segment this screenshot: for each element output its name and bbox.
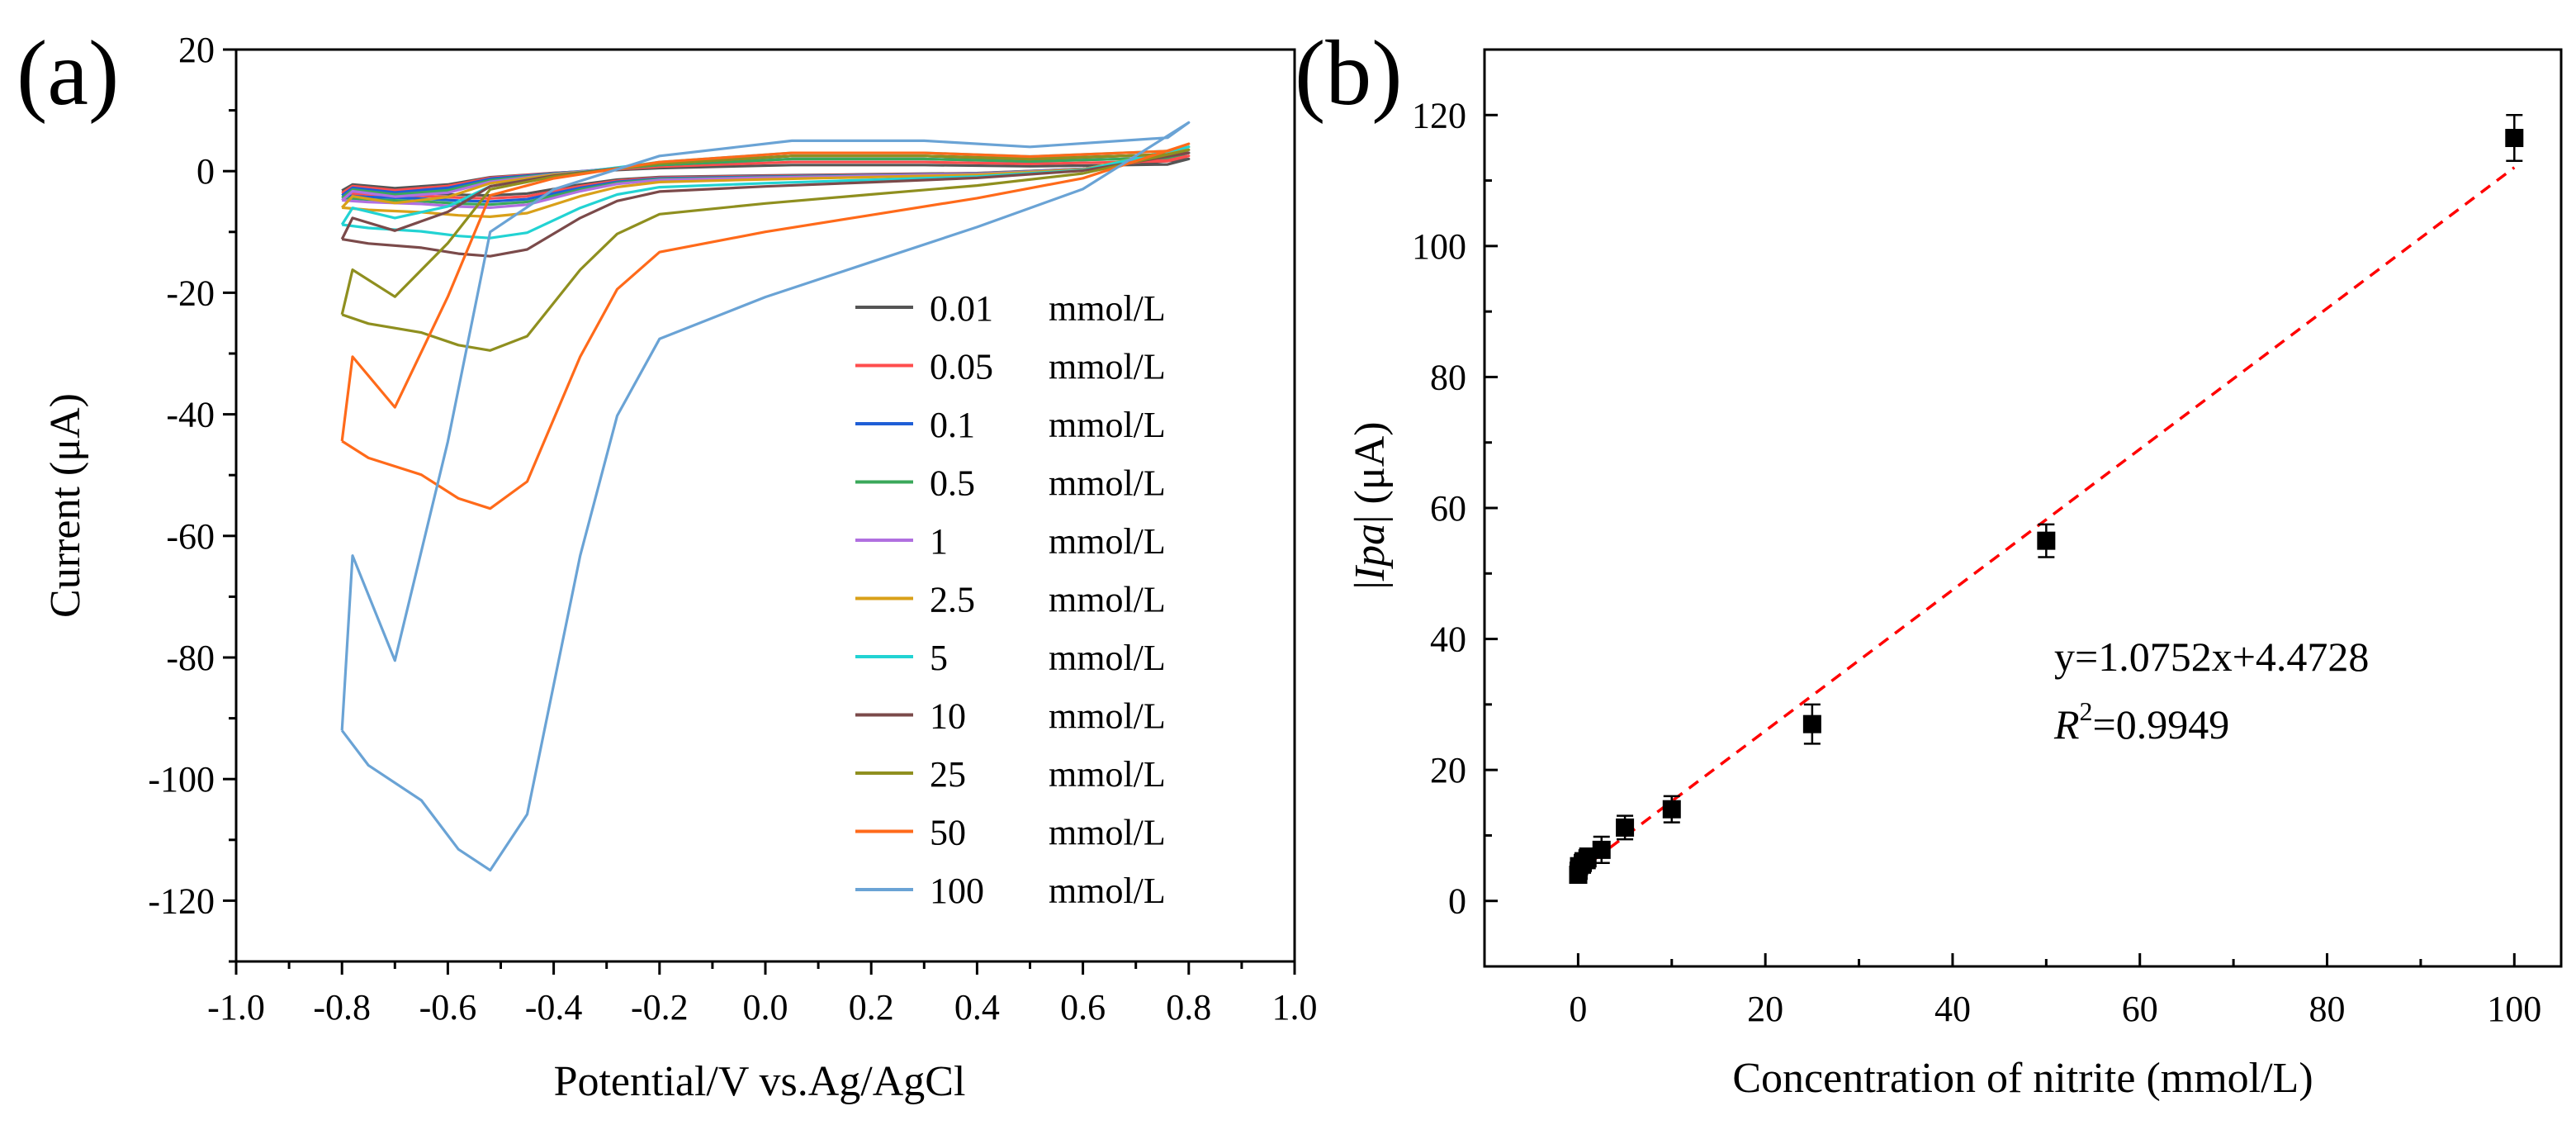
legend-label: 2.5 [930,580,975,620]
panel-a-label: (a) [17,22,119,125]
r-squared-value: =0.9949 [2093,701,2230,748]
data-points-group [1569,114,2524,884]
calibration-y-tick-label: 0 [1448,881,1466,922]
calibration-x-tick-label: 20 [1747,989,1783,1029]
cv-curve-25 [340,148,1191,352]
r-superscript: 2 [2080,696,2093,726]
data-point [2037,531,2056,550]
legend-label: 0.5 [930,463,975,504]
cv-x-tick-label: -0.6 [419,987,477,1028]
legend-unit: mmol/L [1049,638,1166,678]
calibration-x-tick-label: 100 [2487,989,2541,1029]
legend-label: 0.01 [930,288,993,329]
cv-y-tick-label: -20 [166,273,215,313]
calibration-x-axis-label: Concentration of nitrite (mmol/L) [1732,1055,2313,1102]
calibration-y-tick-label: 120 [1412,95,1466,135]
cv-curve-50 [340,142,1191,510]
legend-label: 50 [930,813,966,853]
data-point [1662,800,1681,819]
calibration-y-tick-label: 40 [1430,619,1466,660]
panel-b-label: (b) [1295,22,1403,125]
cv-chart: -1.0 -0.8 -0.6 -0.4 -0.2 0.0 0.2 0.4 0.6 0.8 1.0 -… [42,30,1318,1105]
calibration-x-tick-label: 60 [2122,989,2158,1029]
legend-unit: mmol/L [1049,347,1166,387]
calibration-y-axis: 0 20 40 60 80 100 120 [1412,48,1498,922]
data-point [2505,129,2524,148]
data-point [1578,849,1597,868]
cv-x-tick-label: 0.4 [954,987,1000,1028]
legend-label: 0.1 [930,405,975,445]
cv-x-axis: -1.0 -0.8 -0.6 -0.4 -0.2 0.0 0.2 0.4 0.6 0.8 1.0 [207,961,1318,1028]
legend-unit: mmol/L [1049,754,1166,795]
cv-x-tick-label: 0.8 [1166,987,1211,1028]
calibration-y-tick-label: 20 [1430,750,1466,790]
calibration-y-tick-label: 80 [1430,357,1466,397]
cv-y-tick-label: 0 [197,151,215,192]
calibration-plot-frame [1483,48,2563,968]
legend-label: 25 [930,754,966,795]
legend-unit: mmol/L [1049,288,1166,329]
data-point [1592,840,1611,859]
r-symbol: R [2053,701,2080,748]
legend-unit: mmol/L [1049,696,1166,737]
calibration-y-tick-label: 100 [1412,226,1466,267]
calibration-y-axis-label: |Ipa| (μA) [1347,421,1394,589]
calibration-x-tick-label: 40 [1934,989,1971,1029]
cv-legend: 0.01 mmol/L 0.05 mmol/L 0.1 mmol/L 0.5 mmol/L 1 m… [855,288,1166,911]
fit-line-group [1577,166,2516,873]
cv-y-tick-label: -40 [166,395,215,435]
cv-y-tick-label: -100 [148,759,215,800]
data-point [1616,818,1635,837]
ipa-open-bar: | [1347,581,1394,589]
cv-y-tick-label: -80 [166,638,215,678]
calibration-x-tick-label: 0 [1569,989,1587,1029]
cv-curve-10 [340,151,1191,258]
cv-y-tick-label: -60 [166,516,215,557]
ipa-unit: | (μA) [1347,421,1394,523]
fit-line [1577,166,2516,873]
legend-unit: mmol/L [1049,580,1166,620]
cv-y-axis: -120 -100 -80 -60 -40 -20 0 20 [148,30,236,963]
calibration-x-tick-label: 80 [2309,989,2346,1029]
cv-x-tick-label: 0.2 [849,987,894,1028]
legend-label: 5 [930,638,948,678]
cv-x-tick-label: 0.6 [1060,987,1106,1028]
cv-x-tick-label: -1.0 [207,987,265,1028]
cv-x-tick-label: -0.4 [525,987,583,1028]
cv-y-tick-label: 20 [178,30,215,70]
legend-label: 1 [930,521,948,562]
ipa-symbol: Ipa [1347,524,1394,581]
legend-unit: mmol/L [1049,463,1166,504]
cv-x-axis-label: Potential/V vs.Ag/AgCl [554,1058,966,1105]
calibration-chart: 0 20 40 60 80 100 0 20 40 60 80 100 120 y=1.0752x+4… [1347,48,2563,1102]
legend-unit: mmol/L [1049,813,1166,853]
legend-label: 0.05 [930,347,993,387]
legend-unit: mmol/L [1049,521,1166,562]
cv-y-axis-label: Current (μA) [42,393,89,618]
calibration-y-tick-label: 60 [1430,488,1466,529]
cv-x-tick-label: -0.2 [631,987,689,1028]
cv-x-tick-label: 0.0 [743,987,788,1028]
r-squared: R2=0.9949 [2053,696,2229,748]
legend-label: 100 [930,871,984,911]
legend-label: 10 [930,696,966,737]
cv-curves [340,121,1191,872]
cv-x-tick-label: -0.8 [313,987,371,1028]
data-point [1802,714,1821,733]
fit-equation: y=1.0752x+4.4728 [2054,634,2369,680]
legend-unit: mmol/L [1049,405,1166,445]
cv-y-tick-label: -120 [148,881,215,921]
calibration-x-axis: 0 20 40 60 80 100 [1569,953,2541,1029]
legend-unit: mmol/L [1049,871,1166,911]
cv-x-tick-label: 1.0 [1272,987,1318,1028]
cv-curve-100 [340,121,1191,872]
